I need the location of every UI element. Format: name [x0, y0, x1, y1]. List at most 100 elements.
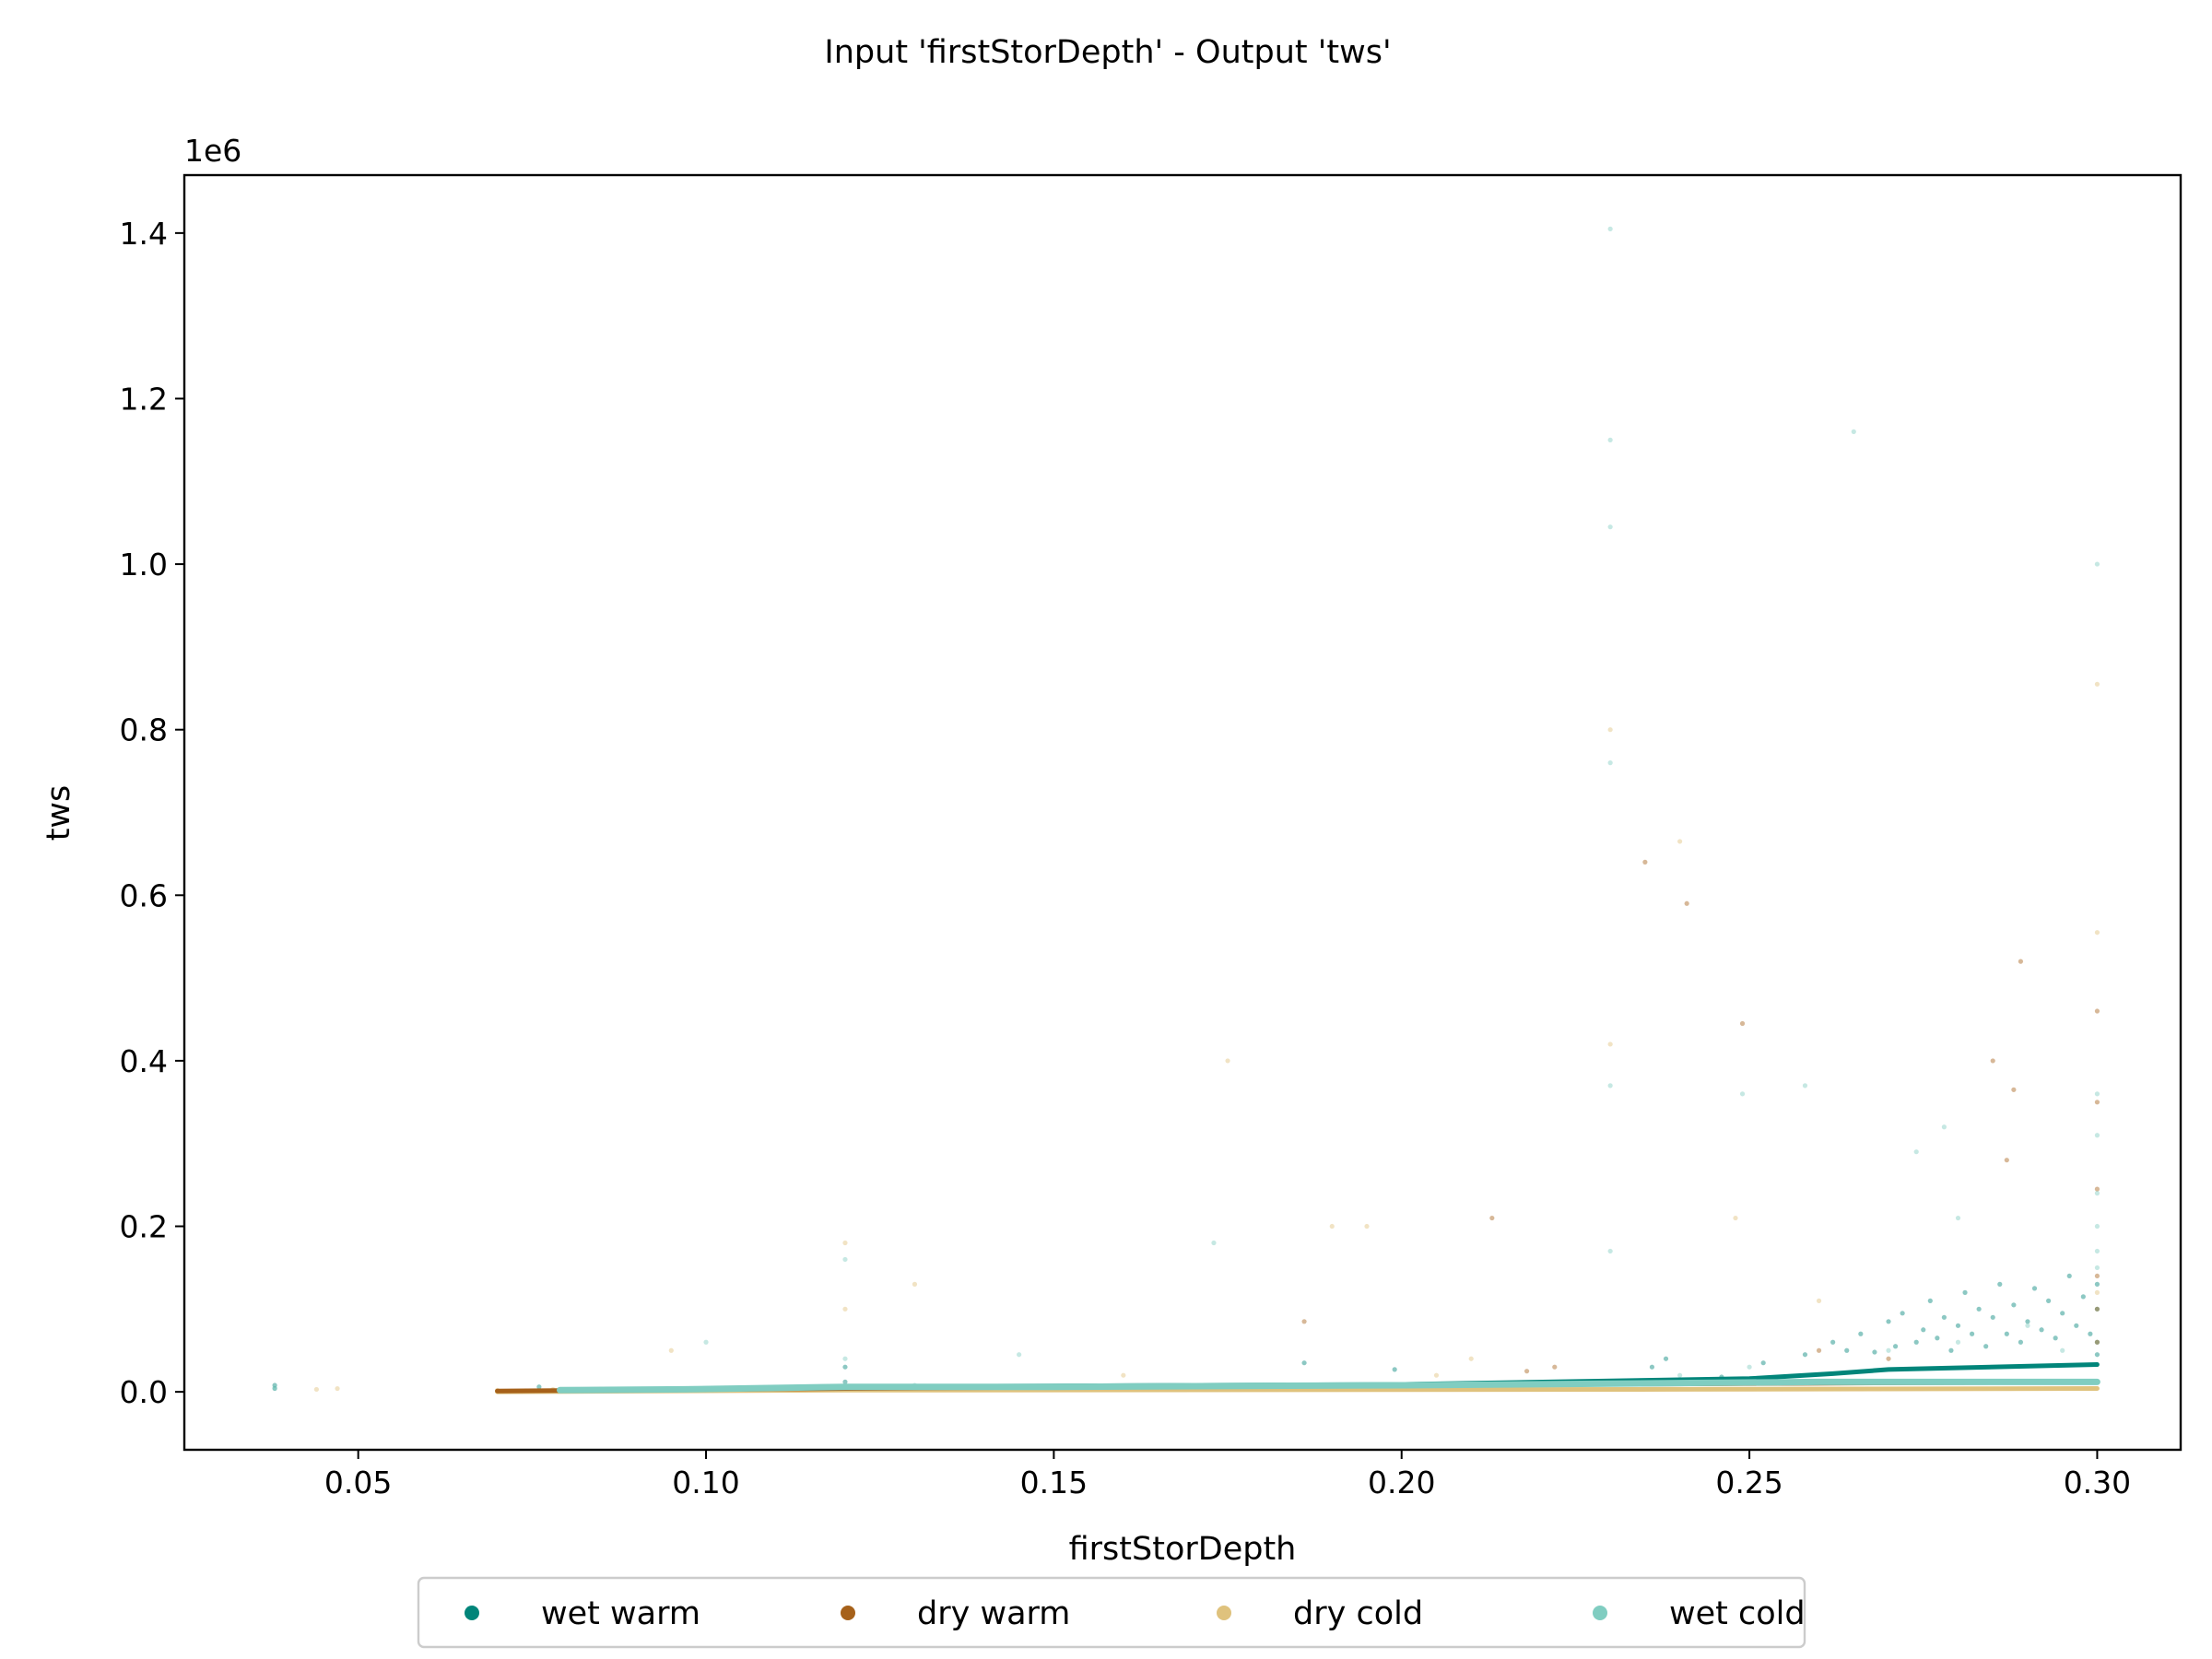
point-dry-warm — [1642, 859, 1648, 865]
point-dry-cold — [1121, 1372, 1126, 1378]
point-wet-cold — [1677, 1372, 1683, 1378]
point-dry-warm — [1990, 1058, 1995, 1064]
point-wet-cold — [1802, 1083, 1808, 1088]
point-wet-warm — [1935, 1335, 1940, 1341]
y-tick-label: 1.0 — [120, 547, 168, 582]
point-wet-warm — [1976, 1306, 1982, 1312]
point-dry-warm — [2004, 1158, 2009, 1163]
point-wet-warm — [2094, 1339, 2100, 1345]
point-wet-cold — [2094, 1133, 2100, 1138]
point-wet-cold — [842, 1356, 848, 1361]
point-wet-warm — [2011, 1302, 2017, 1308]
point-wet-warm — [1872, 1349, 1877, 1355]
y-tick-label: 0.4 — [120, 1043, 168, 1079]
point-wet-cold — [2094, 1091, 2100, 1097]
point-wet-warm — [1392, 1367, 1397, 1372]
point-wet-warm — [2094, 1306, 2100, 1312]
point-wet-warm — [842, 1364, 848, 1370]
y-axis: 0.0 0.2 0.4 0.6 0.8 1.0 1.2 1.4 — [120, 216, 184, 1410]
point-wet-warm — [1830, 1339, 1836, 1345]
point-wet-warm — [1649, 1364, 1655, 1370]
point-dry-warm — [1816, 1347, 1822, 1353]
point-wet-cold — [1607, 760, 1613, 766]
point-dry-cold — [1607, 727, 1613, 733]
point-wet-cold — [1747, 1364, 1752, 1370]
point-wet-cold — [1607, 524, 1613, 530]
point-wet-warm — [1900, 1311, 1905, 1316]
point-wet-warm — [1927, 1298, 1933, 1303]
legend-label: dry cold — [1293, 1595, 1423, 1632]
point-wet-cold — [2094, 561, 2100, 567]
point-dry-cold — [1468, 1356, 1474, 1361]
point-dry-warm — [1301, 1319, 1307, 1324]
trend-wet-cold — [557, 1378, 2100, 1394]
legend: wet warm dry warm dry cold wet cold — [417, 1576, 1806, 1649]
point-dry-cold — [1364, 1223, 1370, 1230]
point-wet-cold — [1607, 1083, 1613, 1088]
point-wet-warm — [1962, 1289, 1968, 1295]
point-wet-warm — [1886, 1319, 1891, 1324]
point-dry-warm — [2018, 959, 2024, 964]
point-wet-cold — [1017, 1352, 1022, 1358]
point-dry-warm — [2094, 1273, 2100, 1279]
point-wet-cold — [2060, 1347, 2065, 1353]
point-wet-cold — [703, 1339, 709, 1345]
point-wet-cold — [1886, 1347, 1891, 1353]
point-wet-cold — [842, 1256, 848, 1263]
y-tick-label: 1.4 — [120, 216, 168, 252]
plot-area — [184, 175, 2181, 1450]
point-wet-cold — [2094, 1248, 2100, 1254]
point-dry-cold — [335, 1385, 340, 1392]
point-dry-cold — [668, 1347, 674, 1353]
y-axis-label: tws — [41, 785, 77, 841]
trend-lines-layer — [495, 1362, 2100, 1394]
point-dry-cold — [842, 1306, 848, 1312]
y-offset-label: 1e6 — [184, 133, 241, 169]
point-wet-warm — [1969, 1331, 1975, 1336]
point-dry-cold — [1677, 839, 1683, 844]
y-tick-label: 0.2 — [120, 1209, 168, 1245]
point-wet-cold — [1607, 1248, 1613, 1254]
point-dry-cold — [2094, 681, 2100, 687]
point-dry-cold — [1607, 1041, 1613, 1047]
point-wet-warm — [272, 1382, 277, 1388]
point-wet-warm — [2018, 1339, 2024, 1345]
point-wet-cold — [1607, 437, 1613, 442]
point-dry-cold — [1816, 1298, 1822, 1303]
chart-title: Input 'firstStorDepth' - Output 'tws' — [824, 34, 1391, 71]
point-wet-warm — [536, 1384, 542, 1390]
point-wet-cold — [1739, 1091, 1746, 1097]
legend-label: wet cold — [1669, 1595, 1806, 1632]
point-dry-warm — [1739, 1020, 1746, 1027]
point-dry-cold — [1225, 1058, 1230, 1064]
x-tick-label: 0.25 — [1715, 1465, 1783, 1500]
point-wet-cold — [1941, 1124, 1947, 1130]
point-wet-warm — [2046, 1298, 2052, 1303]
point-dry-warm — [2094, 1306, 2100, 1312]
point-dry-cold — [1433, 1372, 1440, 1378]
point-wet-warm — [1913, 1339, 1919, 1345]
legend-marker-dry-warm — [841, 1606, 855, 1620]
point-wet-warm — [1997, 1281, 2003, 1287]
x-tick-label: 0.15 — [1020, 1465, 1088, 1500]
point-wet-warm — [1760, 1360, 1766, 1366]
point-wet-warm — [1858, 1331, 1864, 1336]
point-dry-cold — [313, 1386, 319, 1393]
y-tick-label: 0.8 — [120, 712, 168, 748]
point-dry-warm — [2094, 1186, 2100, 1192]
plot-frame — [182, 173, 2183, 1452]
legend-marker-wet-warm — [465, 1606, 479, 1620]
point-wet-warm — [1990, 1314, 1995, 1320]
point-wet-warm — [2066, 1273, 2072, 1279]
point-wet-warm — [1948, 1347, 1954, 1353]
legend-label: wet warm — [541, 1595, 700, 1632]
legend-label: dry warm — [917, 1595, 1070, 1632]
point-dry-cold — [1329, 1223, 1335, 1230]
point-dry-warm — [2011, 1087, 2017, 1092]
x-tick-label: 0.05 — [324, 1465, 392, 1500]
point-dry-warm — [2094, 1339, 2100, 1345]
legend-frame — [417, 1576, 1806, 1649]
point-wet-warm — [2080, 1294, 2086, 1300]
point-wet-cold — [1211, 1240, 1217, 1246]
point-wet-cold — [2094, 1265, 2100, 1271]
